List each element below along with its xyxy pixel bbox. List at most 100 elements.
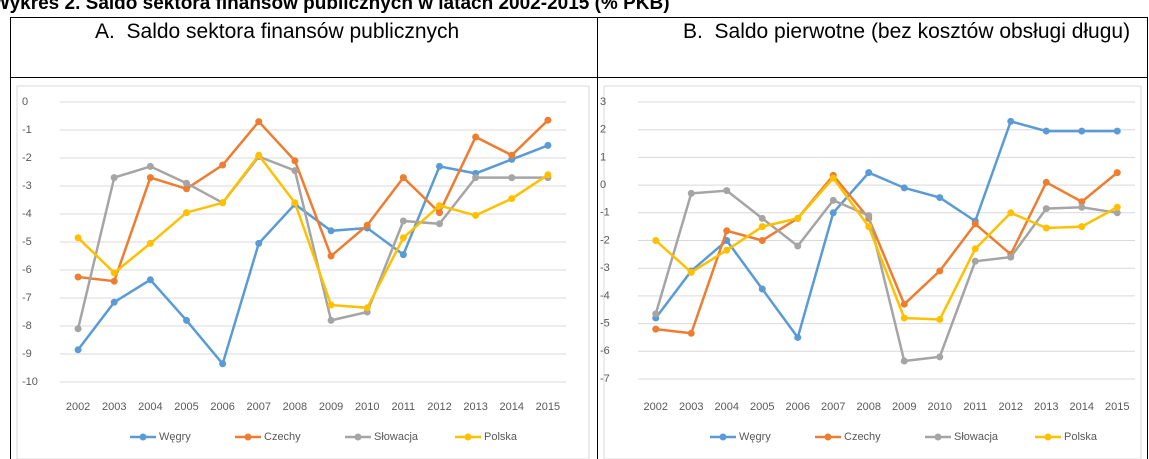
data-point: [1042, 127, 1050, 135]
data-point: [1007, 209, 1015, 217]
data-point: [1007, 253, 1015, 261]
data-point: [399, 251, 407, 259]
data-point: [758, 223, 766, 231]
x-tick-label: 2011: [392, 401, 416, 413]
legend-label: Czechy: [844, 431, 881, 443]
data-point: [436, 162, 443, 170]
heading: Wykres 2. Saldo sektora finansów publicz…: [0, 0, 670, 14]
data-point: [900, 314, 908, 322]
data-point: [146, 162, 154, 170]
x-tick-label: 2010: [355, 401, 379, 413]
data-point: [1113, 169, 1121, 177]
x-tick-label: 2014: [1070, 401, 1094, 413]
data-point: [110, 277, 118, 285]
y-tick-label: -6: [600, 345, 610, 357]
x-tick-label: 2007: [821, 401, 845, 413]
x-tick-label: 2004: [138, 401, 162, 413]
data-point: [291, 157, 299, 165]
data-point: [1042, 205, 1050, 213]
data-point: [544, 141, 552, 149]
data-point: [758, 237, 766, 244]
data-point: [219, 161, 227, 169]
data-point: [472, 211, 480, 219]
data-point: [74, 325, 82, 333]
x-tick-label: 2015: [1105, 401, 1129, 413]
data-point: [146, 239, 154, 247]
data-point: [652, 237, 660, 244]
data-point: [936, 315, 944, 323]
x-tick-label: 2005: [750, 401, 774, 413]
data-point: [399, 234, 407, 242]
data-point: [74, 234, 82, 242]
legend-label: Węgry: [159, 431, 191, 443]
data-point: [758, 214, 766, 222]
data-point: [110, 298, 118, 306]
series-line: [655, 171, 1119, 335]
data-point: [544, 116, 552, 124]
y-tick-label: 3: [600, 96, 606, 108]
y-tick-label: -5: [22, 236, 32, 248]
data-point: [1078, 223, 1086, 231]
data-point: [327, 252, 335, 260]
legend-label: Słowacja: [954, 431, 999, 443]
y-tick-label: -4: [600, 290, 610, 302]
legend-label: Węgry: [739, 431, 771, 443]
y-tick-label: -1: [600, 207, 610, 219]
y-tick-label: -7: [22, 292, 32, 304]
data-point: [183, 316, 190, 324]
data-point: [900, 357, 908, 365]
x-tick-label: 2004: [715, 401, 739, 413]
legend-marker: [824, 433, 832, 441]
data-point: [74, 273, 82, 281]
data-point: [936, 194, 944, 202]
data-point: [829, 209, 837, 217]
data-point: [544, 171, 552, 179]
data-point: [255, 151, 263, 159]
data-point: [971, 245, 979, 253]
x-tick-label: 2009: [319, 401, 343, 413]
data-point: [1113, 127, 1121, 135]
legend-label: Czechy: [264, 431, 301, 443]
data-point: [472, 133, 480, 141]
legend-label: Słowacja: [374, 431, 419, 443]
legend-marker: [354, 433, 362, 441]
data-point: [1042, 224, 1050, 232]
data-point: [183, 185, 190, 193]
data-point: [255, 118, 263, 126]
y-tick-label: -3: [22, 180, 32, 192]
data-point: [829, 174, 837, 182]
data-point: [110, 269, 118, 277]
data-point: [291, 167, 299, 175]
y-tick-label: -3: [600, 262, 610, 274]
y-tick-label: -9: [22, 348, 32, 360]
x-tick-label: 2009: [892, 401, 916, 413]
x-tick-label: 2006: [210, 401, 234, 413]
data-point: [327, 316, 335, 324]
table-border: [1147, 17, 1148, 459]
data-point: [900, 300, 908, 308]
x-tick-label: 2013: [1034, 401, 1058, 413]
data-point: [1113, 203, 1121, 211]
data-point: [1042, 178, 1050, 186]
y-tick-label: -8: [22, 320, 32, 332]
x-tick-label: 2003: [679, 401, 703, 413]
data-point: [399, 217, 407, 225]
y-tick-label: -4: [22, 208, 32, 220]
data-point: [829, 196, 837, 204]
x-tick-label: 2015: [536, 401, 560, 413]
y-tick-label: -10: [22, 376, 38, 388]
legend-marker: [1044, 433, 1052, 441]
data-point: [508, 195, 516, 203]
data-point: [146, 174, 154, 182]
y-tick-label: -6: [22, 264, 32, 276]
data-point: [399, 174, 407, 182]
y-tick-label: 2: [600, 124, 606, 136]
data-point: [363, 304, 371, 312]
legend-marker: [464, 433, 472, 441]
data-point: [255, 239, 263, 247]
series-line: [77, 144, 549, 367]
data-point: [436, 202, 443, 210]
data-point: [687, 268, 695, 276]
